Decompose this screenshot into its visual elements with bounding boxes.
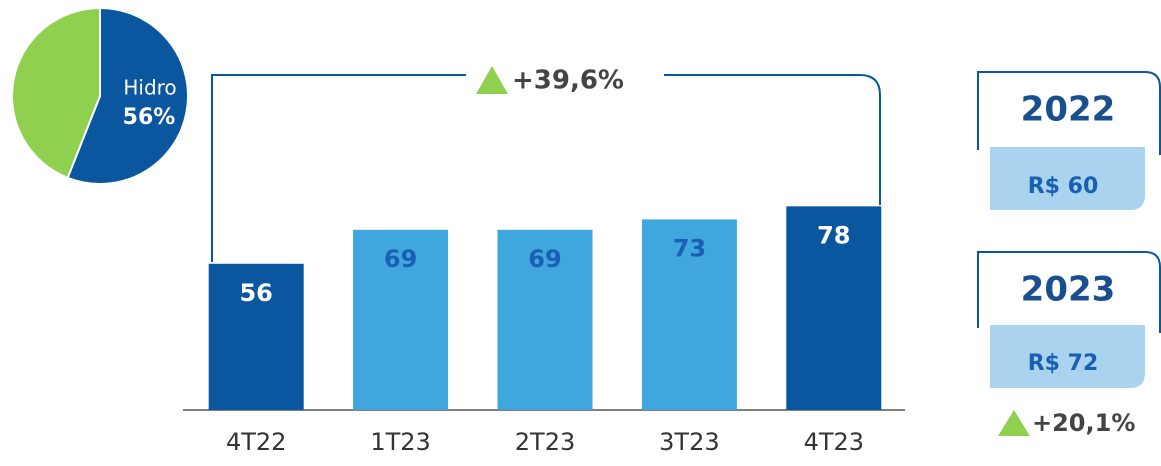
x-tick-label: 2T23	[515, 428, 575, 456]
bar	[786, 206, 882, 410]
year-value: R$ 72	[1028, 351, 1099, 376]
x-tick-label: 3T23	[659, 428, 719, 456]
year-value: R$ 60	[1028, 174, 1099, 199]
box-fill	[990, 147, 1145, 210]
box-outline	[977, 251, 1161, 333]
annotation: +39,6%	[512, 66, 624, 96]
up-triangle	[998, 410, 1030, 436]
box-fill	[990, 325, 1145, 388]
x-tick-label: 4T22	[226, 428, 286, 456]
x-tick-label: 1T23	[370, 428, 430, 456]
bar	[641, 219, 737, 410]
year: 2023	[1021, 270, 1116, 310]
value-label: 56	[239, 279, 272, 307]
box-outline	[977, 71, 1161, 155]
year: 2022	[1021, 90, 1116, 130]
bracket	[211, 74, 881, 262]
growth: +20,1%	[1032, 409, 1135, 437]
slice-value: 56%	[123, 105, 176, 130]
bar	[497, 229, 593, 410]
value-label: 73	[673, 234, 706, 262]
value-label: 69	[528, 245, 561, 273]
value-label: 69	[384, 245, 417, 273]
slice-label: Hidro	[123, 76, 176, 100]
bar	[208, 263, 304, 410]
pie-slice	[66, 6, 189, 185]
bar	[353, 229, 449, 410]
pie-slice	[11, 6, 101, 180]
x-tick-label: 4T23	[804, 428, 864, 456]
value-label: 78	[817, 221, 850, 249]
up-triangle	[476, 66, 508, 94]
